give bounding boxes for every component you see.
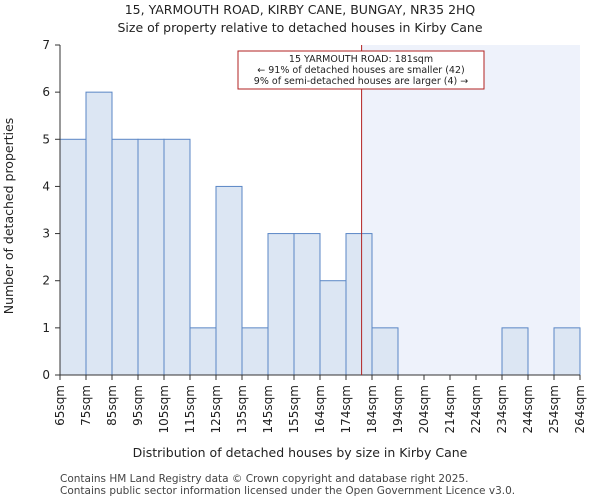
bar-85sqm	[111, 138, 139, 376]
x-tick-label: 194sqm	[391, 385, 405, 433]
x-tick-label: 145sqm	[261, 385, 275, 433]
x-tick-label: 135sqm	[235, 385, 249, 433]
x-tick-label: 234sqm	[495, 385, 509, 433]
bar-105sqm	[163, 138, 191, 376]
bar-145sqm	[267, 233, 295, 376]
x-tick-label: 214sqm	[443, 385, 457, 433]
bar-75sqm	[85, 91, 113, 376]
x-tick-label: 204sqm	[417, 385, 431, 433]
bar-174sqm	[345, 233, 373, 376]
footer-line-1: Contains HM Land Registry data © Crown c…	[60, 473, 468, 485]
bar-184sqm	[371, 327, 399, 376]
x-tick-label: 125sqm	[209, 385, 223, 433]
x-tick-label: 95sqm	[131, 385, 145, 426]
x-tick-label: 115sqm	[183, 385, 197, 433]
footer-line-2: Contains public sector information licen…	[60, 485, 515, 497]
y-tick-label: 4	[42, 179, 50, 193]
y-tick-label: 1	[42, 321, 50, 335]
x-tick-label: 174sqm	[339, 385, 353, 433]
chart-subtitle: Size of property relative to detached ho…	[117, 20, 482, 35]
bar-234sqm	[501, 327, 529, 376]
bar-125sqm	[215, 185, 243, 376]
x-axis-label: Distribution of detached houses by size …	[133, 445, 468, 460]
y-tick-label: 6	[42, 85, 50, 99]
annotation-line-1: 15 YARMOUTH ROAD: 181sqm	[289, 54, 433, 65]
bar-115sqm	[189, 327, 217, 376]
bar-135sqm	[241, 327, 269, 376]
chart-title: 15, YARMOUTH ROAD, KIRBY CANE, BUNGAY, N…	[125, 2, 476, 17]
annotation-frame	[237, 50, 485, 90]
bar-65sqm	[59, 138, 87, 376]
bar-95sqm	[137, 138, 165, 376]
y-tick-label: 2	[42, 274, 50, 288]
y-tick-label: 5	[42, 132, 50, 146]
x-tick-label: 164sqm	[313, 385, 327, 433]
x-tick-label: 105sqm	[157, 385, 171, 433]
y-axis-label: Number of detached properties	[1, 118, 16, 315]
annotation-box: 15 YARMOUTH ROAD: 181sqm ← 91% of detach…	[237, 50, 485, 90]
x-tick-label: 75sqm	[79, 385, 93, 426]
x-tick-label: 244sqm	[521, 385, 535, 433]
bar-164sqm	[319, 280, 347, 376]
y-tick-label: 3	[42, 227, 50, 241]
x-tick-label: 65sqm	[53, 385, 67, 426]
x-tick-label: 264sqm	[573, 385, 587, 433]
bar-254sqm	[553, 327, 581, 376]
bar-155sqm	[293, 233, 321, 376]
annotation-line-2: ← 91% of detached houses are smaller (42…	[257, 65, 464, 76]
x-tick-label: 85sqm	[105, 385, 119, 426]
highlight-region	[361, 45, 580, 375]
y-tick-label: 0	[42, 368, 50, 382]
y-tick-label: 7	[42, 38, 50, 52]
x-tick-label: 184sqm	[365, 385, 379, 433]
x-tick-label: 155sqm	[287, 385, 301, 433]
x-tick-label: 254sqm	[547, 385, 561, 433]
x-tick-label: 224sqm	[469, 385, 483, 433]
annotation-line-3: 9% of semi-detached houses are larger (4…	[254, 76, 468, 87]
